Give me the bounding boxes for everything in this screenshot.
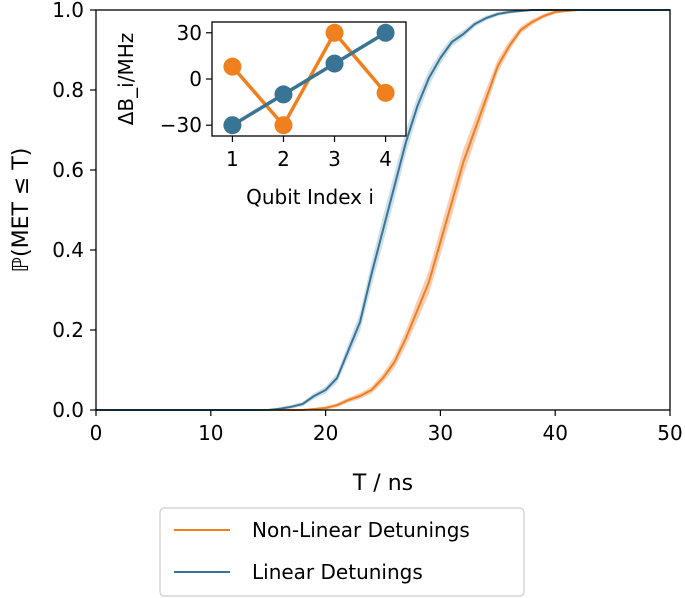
x-tick-label: 10 [198, 421, 223, 445]
inset-x-tick-label: 2 [277, 147, 290, 171]
x-tick-label: 40 [542, 421, 567, 445]
inset-x-ticks: 1 2 3 4 [226, 136, 392, 171]
x-tick-label: 30 [428, 421, 453, 445]
inset-x-tick-label: 4 [379, 147, 392, 171]
inset-marker [376, 23, 395, 42]
main-plot-frame [95, 9, 671, 411]
inset-marker [325, 54, 344, 73]
y-tick-label: 0.8 [52, 78, 84, 102]
inset-y-ticks: −30 0 30 [160, 21, 212, 137]
inset-marker [274, 85, 293, 104]
series-line-0 [96, 9, 670, 411]
inset-x-tick-label: 3 [328, 147, 341, 171]
y-axis-label: ℙ(MET ≤ T) [9, 148, 34, 273]
main-plot: 0 10 20 30 40 50 0.00.20.40.60.81.0 T / ns ℙ(… [9, 0, 683, 496]
inset-x-tick-label: 1 [226, 147, 239, 171]
y-tick-label: 0.4 [52, 238, 84, 262]
inset-y-tick-label: 0 [189, 67, 202, 91]
inset-plot: 1 2 3 4 −30 0 30 Qubit Index i ΔB_i/MHz [114, 21, 407, 209]
inset-marker [274, 116, 293, 135]
inset-line-1 [231, 31, 387, 127]
inset-marker [223, 116, 242, 135]
legend-label-nonlinear: Non-Linear Detunings [252, 518, 470, 542]
y-axis-ticks: 0.0 0.2 0.4 0.6 0.8 1.0 [52, 0, 96, 422]
inset-marker [223, 57, 242, 76]
x-axis-ticks: 0 10 20 30 40 50 [90, 410, 683, 445]
inset-y-tick-label: −30 [160, 113, 202, 137]
inset-marker [376, 83, 395, 102]
legend-box [159, 507, 525, 597]
inset-marker [325, 23, 344, 42]
x-tick-label: 0 [90, 421, 103, 445]
y-tick-label: 0.6 [52, 158, 84, 182]
x-tick-label: 20 [313, 421, 338, 445]
series-line-1 [96, 9, 670, 411]
inset-series [223, 23, 395, 135]
inset-x-axis-label: Qubit Index i [246, 185, 374, 209]
series-lines [96, 9, 670, 411]
legend: Non-Linear Detunings Linear Detunings [159, 507, 525, 597]
legend-label-linear: Linear Detunings [252, 560, 423, 584]
x-tick-label: 50 [657, 421, 682, 445]
x-axis-label: T / ns [352, 471, 413, 496]
y-tick-label: 0.2 [52, 318, 84, 342]
inset-y-axis-label: ΔB_i/MHz [114, 33, 138, 126]
y-tick-label: 0.0 [52, 398, 84, 422]
inset-y-tick-label: 30 [177, 21, 202, 45]
y-tick-label: 1.0 [52, 0, 84, 22]
